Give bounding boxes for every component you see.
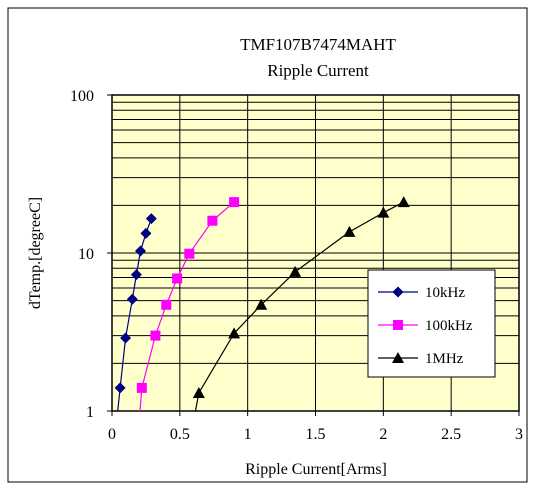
data-point bbox=[120, 332, 132, 344]
x-tick-label: 3 bbox=[515, 426, 523, 443]
data-point bbox=[130, 269, 142, 281]
data-point bbox=[114, 382, 126, 394]
legend-label: 10kHz bbox=[425, 285, 465, 301]
series-10kHz bbox=[114, 213, 157, 411]
legend-item: 1MHz bbox=[378, 351, 464, 367]
data-point bbox=[229, 197, 240, 208]
y-axis-label: dTemp.[degreeC] bbox=[27, 197, 44, 309]
data-point bbox=[172, 273, 183, 284]
legend-marker bbox=[392, 352, 404, 363]
tick-labels: 0 0.5 1 1.5 2 2.5 3 1 10 100 bbox=[70, 88, 523, 443]
data-point bbox=[192, 386, 205, 398]
series-1MHz bbox=[192, 196, 410, 411]
x-tick-label: 0 bbox=[108, 426, 116, 443]
data-point bbox=[150, 330, 161, 341]
plot-border bbox=[111, 94, 520, 412]
data-point bbox=[145, 213, 157, 225]
data-point bbox=[289, 265, 302, 277]
x-tick-label: 2.5 bbox=[441, 426, 461, 443]
chart-subtitle: Ripple Current bbox=[267, 61, 369, 80]
legend-item: 10kHz bbox=[378, 285, 465, 301]
data-point bbox=[343, 225, 356, 237]
data-point bbox=[184, 248, 195, 259]
x-tick-label: 2 bbox=[379, 426, 387, 443]
x-tick-label: 0.5 bbox=[170, 426, 190, 443]
data-point bbox=[126, 293, 138, 305]
legend-marker bbox=[392, 286, 404, 298]
data-point bbox=[134, 245, 146, 257]
data-point bbox=[161, 299, 172, 310]
x-axis-label: Ripple Current[Arms] bbox=[245, 461, 387, 478]
x-tick-label: 1 bbox=[244, 426, 252, 443]
series-line bbox=[139, 201, 235, 411]
y-tick-label: 100 bbox=[70, 88, 94, 105]
x-tick-label: 1.5 bbox=[306, 426, 326, 443]
series-100kHz bbox=[136, 197, 240, 411]
y-tick-label: 1 bbox=[86, 404, 94, 421]
legend-marker bbox=[393, 320, 403, 330]
data-point bbox=[377, 206, 390, 218]
data-point bbox=[136, 382, 147, 393]
chart-title: TMF107B7474MAHT bbox=[240, 35, 396, 54]
y-tick-label: 10 bbox=[78, 246, 94, 263]
legend-box bbox=[367, 269, 496, 378]
data-point bbox=[140, 227, 152, 239]
legend-label: 100kHz bbox=[425, 318, 473, 334]
legend-label: 1MHz bbox=[425, 351, 464, 367]
legend-item: 100kHz bbox=[378, 318, 473, 334]
data-point bbox=[397, 196, 410, 208]
data-point bbox=[228, 327, 241, 339]
data-point bbox=[255, 298, 268, 310]
legend: 10kHz 100kHz 1MHz bbox=[367, 269, 496, 378]
series-line bbox=[194, 201, 404, 411]
series-layer bbox=[114, 196, 410, 411]
data-point bbox=[207, 215, 218, 226]
